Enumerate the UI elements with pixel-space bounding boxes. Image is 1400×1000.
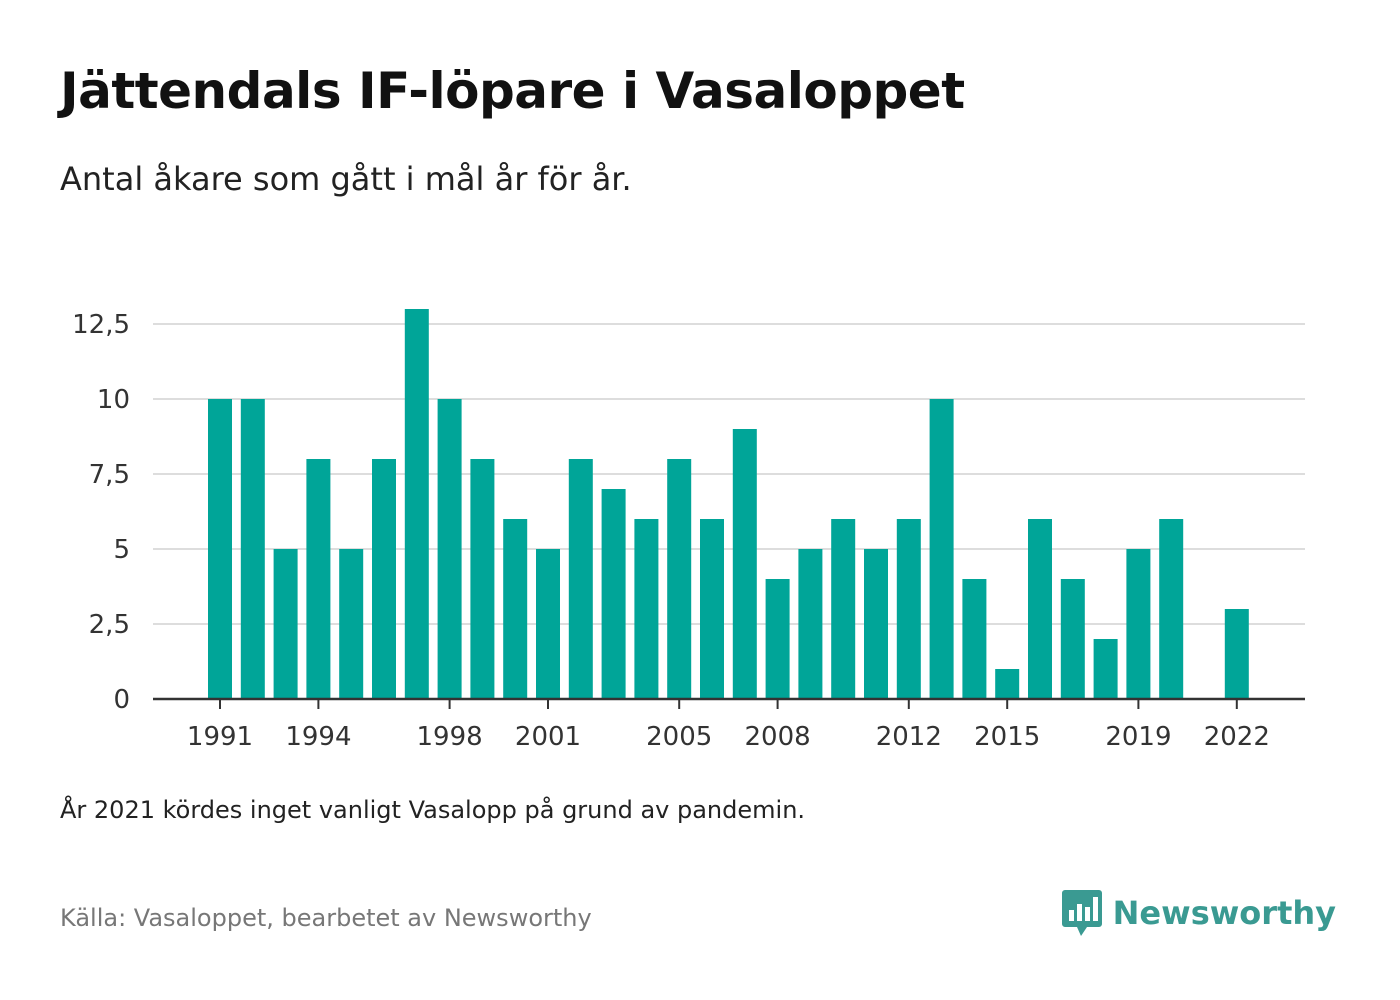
x-tick-label: 2012 <box>876 722 942 752</box>
bar-1996 <box>372 459 396 699</box>
y-tick-label: 5 <box>113 535 130 565</box>
bar-2003 <box>601 489 626 699</box>
chart-subtitle: Antal åkare som gått i mål år för år. <box>60 160 632 198</box>
bar-1994 <box>306 459 331 699</box>
bar-2006 <box>700 519 724 699</box>
y-tick-label: 0 <box>113 685 130 715</box>
x-tick-label: 1991 <box>187 722 253 752</box>
bar-2018 <box>1093 639 1118 699</box>
x-tick-label: 2005 <box>646 722 712 752</box>
y-axis-labels: 0 2,5 5 7,5 10 12,5 <box>72 310 130 715</box>
bar-2016 <box>1028 519 1052 699</box>
bar-1998 <box>437 399 462 699</box>
bar-2017 <box>1060 579 1085 699</box>
bar-2007 <box>732 429 757 699</box>
bar-2022 <box>1224 609 1249 699</box>
bars <box>208 309 1249 699</box>
y-tick-label: 7,5 <box>89 460 130 490</box>
x-tick-label: 2008 <box>745 722 811 752</box>
x-axis: 1991 1994 1998 2001 2005 2008 2012 2015 2019 2022 <box>153 697 1305 752</box>
x-tick-label: 1994 <box>285 722 351 752</box>
bar-1999 <box>470 459 495 699</box>
logo-text: Newsworthy <box>1112 894 1336 932</box>
y-tick-label: 2,5 <box>89 610 130 640</box>
bar-2004 <box>634 519 659 699</box>
y-tick-label: 12,5 <box>72 310 130 340</box>
bar-2000 <box>503 519 528 699</box>
bar-1995 <box>339 549 364 699</box>
bar-chart: 0 2,5 5 7,5 10 12,5 1991 1994 1998 2001 2005 2008 2… <box>72 309 1305 752</box>
x-tick-label: 2022 <box>1204 722 1270 752</box>
bar-2013 <box>929 399 954 699</box>
bar-2005 <box>667 459 692 699</box>
chart-title: Jättendals IF-löpare i Vasaloppet <box>60 62 965 120</box>
bar-2020 <box>1159 519 1184 699</box>
chart-note: År 2021 kördes inget vanligt Vasalopp på… <box>60 796 806 824</box>
bar-1992 <box>240 399 265 699</box>
newsworthy-logo: Newsworthy <box>1061 888 1336 938</box>
x-tick-label: 2019 <box>1105 722 1171 752</box>
bar-2011 <box>864 549 888 699</box>
bar-1993 <box>273 549 298 699</box>
bar-2010 <box>831 519 856 699</box>
bar-2009 <box>798 549 823 699</box>
bar-2019 <box>1126 549 1151 699</box>
x-tick-label: 2001 <box>515 722 581 752</box>
bar-2002 <box>568 459 593 699</box>
bar-1997 <box>404 309 429 699</box>
x-tick-label: 1998 <box>417 722 483 752</box>
x-tick-label: 2015 <box>974 722 1040 752</box>
bar-1991 <box>208 399 232 699</box>
bar-2012 <box>896 519 921 699</box>
bar-2001 <box>536 549 560 699</box>
source-text: Källa: Vasaloppet, bearbetet av Newswort… <box>60 904 592 932</box>
bar-2014 <box>962 579 987 699</box>
newsworthy-logo-icon <box>1061 890 1102 936</box>
bar-2015 <box>995 669 1020 699</box>
bar-2008 <box>765 579 790 699</box>
y-tick-label: 10 <box>97 385 130 415</box>
